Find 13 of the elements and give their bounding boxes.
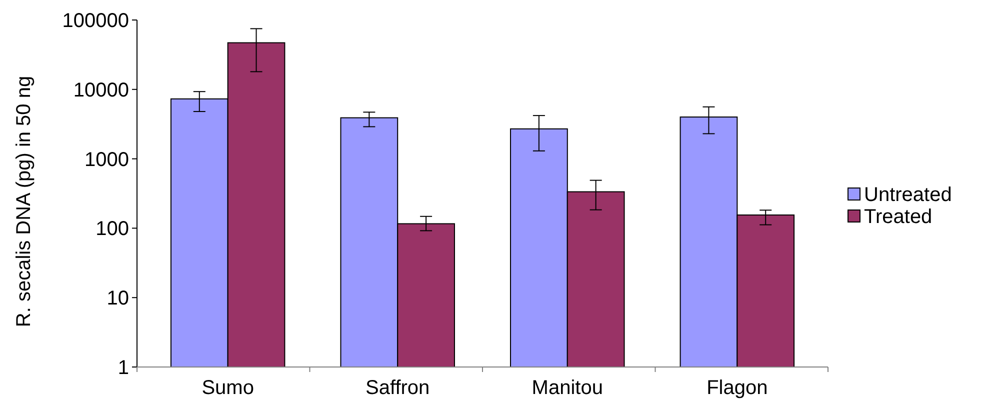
y-tick-label: 100000 <box>62 10 129 32</box>
x-tick-label: Sumo <box>202 377 254 399</box>
y-tick-label: 10000 <box>73 79 129 102</box>
x-tick-label: Flagon <box>706 377 768 399</box>
x-tick-label: Saffron <box>366 377 430 399</box>
legend-label: Treated <box>864 206 932 228</box>
y-tick-label: 1 <box>118 357 129 379</box>
y-tick-label: 10 <box>106 288 129 310</box>
y-tick-label: 100 <box>96 218 129 240</box>
y-axis-title: R. secalis DNA (pg) in 50 ng <box>13 76 35 328</box>
legend-label: Untreated <box>864 184 952 206</box>
y-tick-label: 1000 <box>84 148 129 171</box>
x-tick-label: Manitou <box>532 377 603 399</box>
